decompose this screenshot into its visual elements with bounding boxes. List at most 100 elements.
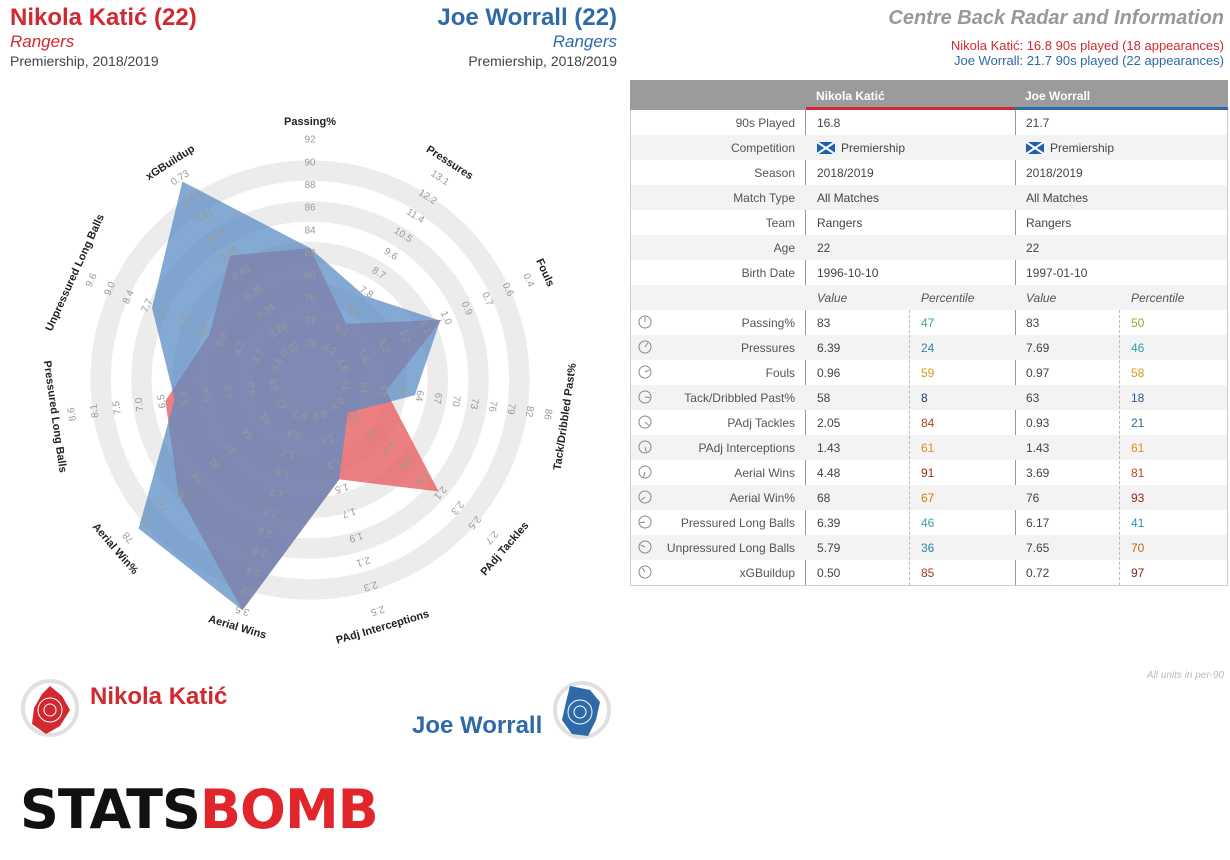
info-label: Age xyxy=(773,241,795,255)
info-label: 90s Played xyxy=(735,116,795,130)
axis-label: Tack/Dribbled Past% xyxy=(552,362,579,471)
stat-dial-icon xyxy=(638,440,652,454)
axis-tick-label: 1.7 xyxy=(268,485,285,500)
table-row: Passing% 83 47 83 50 xyxy=(631,310,1227,335)
stat-percentile-player2: 21 xyxy=(1131,416,1145,430)
stat-value-player2: 83 xyxy=(1026,316,1040,330)
axis-tick-label: 5.9 xyxy=(195,322,211,340)
player1-header: Nikola Katić (22) Rangers Premiership, 2… xyxy=(10,4,310,70)
stat-value-player2: 1.43 xyxy=(1026,441,1050,455)
value-header-player2: Value xyxy=(1026,291,1057,305)
player1-color-bar xyxy=(806,107,1015,110)
axis-tick-label: 82 xyxy=(523,405,536,418)
axis-tick-label: 9.6 xyxy=(84,271,100,289)
stat-value-player1: 6.39 xyxy=(817,516,841,530)
stat-percentile-player1: 24 xyxy=(921,341,935,355)
stat-value-player2: 0.97 xyxy=(1026,366,1050,380)
axis-tick-label: 51 xyxy=(339,379,352,392)
stat-percentile-player1: 91 xyxy=(921,466,935,480)
table-col-player1: Nikola Katić xyxy=(816,89,885,103)
axis-label: PAdj Tackles xyxy=(479,520,532,578)
axis-tick-label: 1.1 xyxy=(319,432,336,447)
player1-legend-icon xyxy=(21,679,79,737)
panel-title: Centre Back Radar and Information xyxy=(888,7,1224,29)
axis-tick-label: 86 xyxy=(304,203,316,214)
axis-tick-label: 78 xyxy=(304,293,316,304)
axis-tick-label: 6.5 xyxy=(156,393,169,409)
info-value-player1: Premiership xyxy=(841,141,906,155)
table-row: Season 2018/2019 2018/2019 xyxy=(631,160,1227,185)
axis-tick-label: 88 xyxy=(304,180,316,191)
axis-tick-label: 2.1 xyxy=(355,554,372,569)
axis-tick-label: 1.4 xyxy=(355,347,371,365)
table-col-player2: Joe Worrall xyxy=(1025,89,1091,103)
axis-tick-label: 90 xyxy=(304,157,316,168)
info-value-player2: 21.7 xyxy=(1026,116,1050,130)
table-row: Team Rangers Rangers xyxy=(631,210,1227,235)
info-label: Team xyxy=(765,216,795,230)
table-row: Unpressured Long Balls 5.79 36 7.65 70 xyxy=(631,535,1227,560)
series-player2-area xyxy=(138,181,441,611)
table-row: Pressured Long Balls 6.39 46 6.17 41 xyxy=(631,510,1227,535)
axis-tick-label: 75 xyxy=(304,339,316,350)
axis-tick-label: 0.4 xyxy=(520,272,536,290)
axis-tick-label: 0.7 xyxy=(291,407,308,422)
axis-tick-label: 3.6 xyxy=(270,356,286,374)
axis-tick-label: 92 xyxy=(304,135,316,146)
stat-percentile-player1: 61 xyxy=(921,441,935,455)
axis-tick-label: 1.0 xyxy=(438,309,454,327)
stat-dial-icon xyxy=(638,490,652,504)
table-row: Aerial Win% 68 67 76 93 xyxy=(631,485,1227,510)
axis-tick-label: 0.7 xyxy=(479,291,495,309)
axis-tick-label: 67 xyxy=(431,392,444,405)
axis-label: Unpressured Long Balls xyxy=(43,212,107,333)
axis-label: Pressured Long Balls xyxy=(41,360,69,474)
table-row: Value Percentile Value Percentile xyxy=(631,285,1227,310)
axis-tick-label: 79 xyxy=(504,403,517,416)
axis-tick-label: 3.2 xyxy=(240,583,257,598)
axis-tick-label: 4.3 xyxy=(246,380,259,396)
axis-tick-label: 4.7 xyxy=(232,339,248,357)
info-value-player1: 2018/2019 xyxy=(817,166,874,180)
stat-label: Aerial Win% xyxy=(729,491,795,505)
stat-percentile-player2: 50 xyxy=(1131,316,1145,330)
player2-summary: Joe Worrall: 21.7 90s played (22 appeara… xyxy=(953,53,1224,68)
stat-dial-icon xyxy=(638,565,652,579)
player1-summary: Nikola Katić: 16.8 90s played (18 appear… xyxy=(950,38,1224,53)
statsbomb-logo: STATSBOMB xyxy=(20,778,379,841)
stat-percentile-player2: 58 xyxy=(1131,366,1145,380)
player2-competition: Premiership, 2018/2019 xyxy=(468,53,617,69)
stat-value-player1: 4.48 xyxy=(817,466,841,480)
flag-wrap xyxy=(1026,141,1048,155)
table-row: Age 22 22 xyxy=(631,235,1227,260)
player1-legend-label: Nikola Katić xyxy=(90,683,228,710)
stat-dial-icon xyxy=(638,465,652,479)
axis-tick-label: 7.0 xyxy=(133,396,146,412)
stat-value-player2: 3.69 xyxy=(1026,466,1050,480)
axis-tick-label: 1.9 xyxy=(347,530,364,545)
percentile-divider xyxy=(1119,310,1120,585)
player2-team: Rangers xyxy=(552,32,617,51)
stat-percentile-player1: 47 xyxy=(921,316,935,330)
stat-value-player1: 5.79 xyxy=(817,541,841,555)
stat-dial-icon xyxy=(638,540,652,554)
axis-tick-label: 0.6 xyxy=(500,281,516,299)
table-row: Birth Date 1996-10-10 1997-01-10 xyxy=(631,260,1227,285)
info-value-player2: Premiership xyxy=(1050,141,1115,155)
player2-legend-label: Joe Worrall xyxy=(412,712,543,739)
logo-part2: BOMB xyxy=(199,778,379,841)
stat-label: PAdj Interceptions xyxy=(698,441,796,455)
stat-dial-icon xyxy=(638,340,652,354)
stat-value-player1: 1.43 xyxy=(817,441,841,455)
info-value-player1: 1996-10-10 xyxy=(817,266,879,280)
info-value-player1: 22 xyxy=(817,241,831,255)
axis-tick-label: 7.7 xyxy=(140,297,156,315)
scotland-flag-icon xyxy=(1026,142,1044,154)
info-value-player2: 1997-01-10 xyxy=(1026,266,1088,280)
percentile-header-player1: Percentile xyxy=(921,291,975,305)
stat-value-player1: 2.05 xyxy=(817,416,841,430)
player1-team: Rangers xyxy=(10,32,75,51)
player2-color-bar xyxy=(1015,107,1228,110)
axis-tick-label: 2.7 xyxy=(482,528,500,546)
stat-percentile-player1: 59 xyxy=(921,366,935,380)
